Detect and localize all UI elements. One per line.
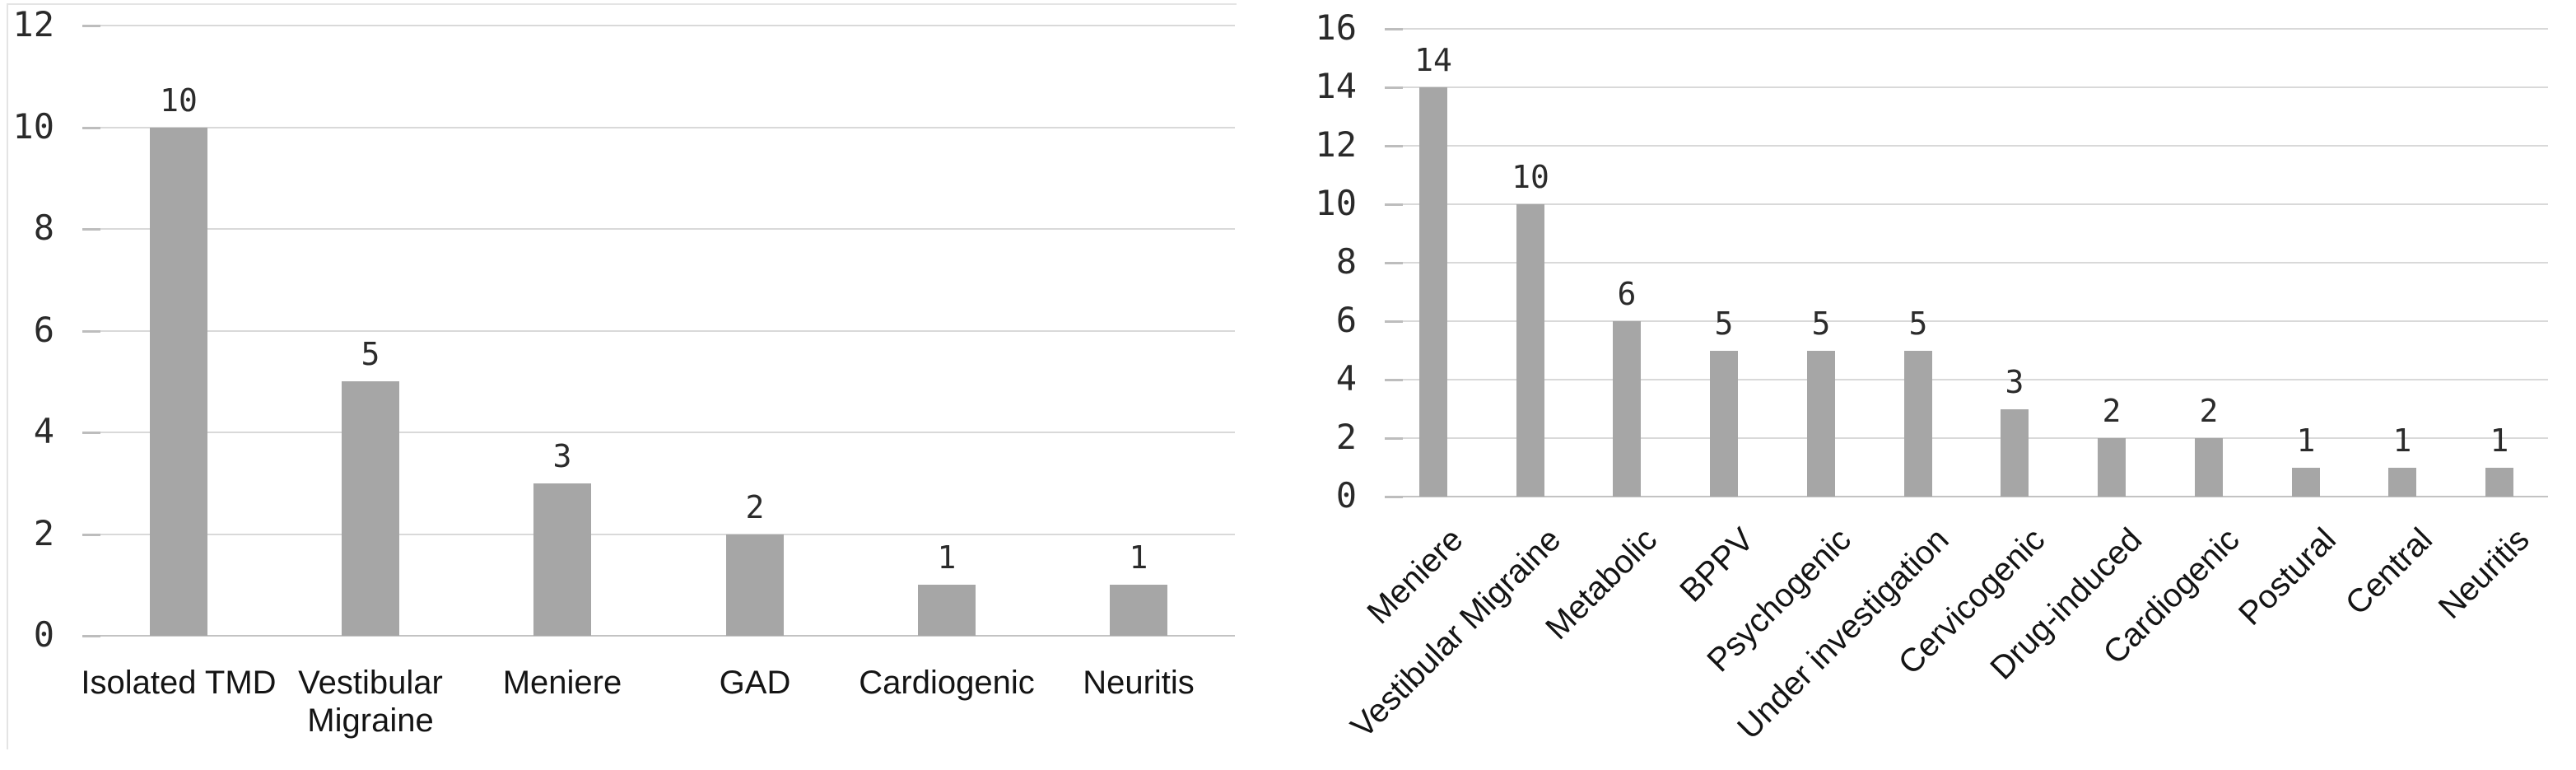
bar-value-label: 5 bbox=[1714, 306, 1734, 342]
gridline bbox=[1385, 437, 2548, 439]
x-axis-label: Postural bbox=[2232, 521, 2344, 632]
x-axis-label: BPPV bbox=[1673, 521, 1762, 609]
y-axis-tick bbox=[82, 432, 100, 434]
y-axis-tick-label: 2 bbox=[1335, 417, 1357, 457]
y-axis-tick bbox=[1385, 262, 1403, 264]
gridline bbox=[1385, 86, 2548, 88]
gridline bbox=[82, 533, 1235, 535]
y-axis-tick bbox=[1385, 203, 1403, 206]
bar-value-label: 1 bbox=[2296, 422, 2316, 459]
bar-value-label: 1 bbox=[937, 539, 957, 576]
bar-value-label: 1 bbox=[2490, 422, 2509, 459]
y-axis-tick-label: 8 bbox=[1335, 241, 1357, 282]
y-axis-tick-label: 14 bbox=[1315, 66, 1357, 106]
y-axis-tick bbox=[82, 126, 100, 129]
x-axis-label: Neuritis bbox=[2432, 521, 2537, 626]
gridline bbox=[1385, 28, 2548, 30]
right-bar-chart: 0 2 4 6 8 10 12 14 16 14 Meniere 10 Vestibular Migra… bbox=[1284, 0, 2576, 770]
bar-value-label: 5 bbox=[1811, 306, 1831, 342]
bar-value-label: 2 bbox=[745, 489, 765, 525]
y-axis-tick-label: 10 bbox=[1315, 183, 1357, 223]
y-axis-tick bbox=[1385, 496, 1403, 498]
gridline bbox=[82, 329, 1235, 332]
bar bbox=[2001, 408, 2029, 497]
x-axis-line bbox=[82, 635, 1235, 637]
x-axis-label: Vestibular Migraine bbox=[298, 665, 443, 739]
y-axis-tick bbox=[1385, 28, 1403, 30]
y-axis-tick-label: 4 bbox=[33, 411, 54, 451]
bar-value-label: 3 bbox=[2005, 364, 2024, 400]
bar bbox=[1516, 204, 1544, 497]
y-axis-tick bbox=[1385, 145, 1403, 147]
x-axis-label: Cardiogenic bbox=[859, 665, 1035, 701]
bar-value-label: 10 bbox=[1512, 159, 1549, 195]
y-axis-tick bbox=[1385, 86, 1403, 89]
y-axis-tick-label: 6 bbox=[1335, 300, 1357, 340]
bar bbox=[1904, 350, 1932, 497]
y-axis-tick-label: 0 bbox=[33, 614, 54, 655]
bar bbox=[1807, 350, 1835, 497]
gridline bbox=[1385, 379, 2548, 380]
figure-edge-line bbox=[7, 3, 1237, 5]
y-axis-tick bbox=[82, 25, 100, 27]
bar bbox=[2098, 438, 2126, 497]
y-axis-tick-label: 8 bbox=[33, 208, 54, 248]
y-axis-tick-label: 10 bbox=[12, 105, 54, 147]
y-axis-tick-label: 16 bbox=[1315, 7, 1357, 48]
y-axis-tick bbox=[1385, 379, 1403, 381]
gridline bbox=[82, 432, 1235, 433]
gridline bbox=[82, 126, 1235, 128]
bar-value-label: 5 bbox=[1908, 306, 1928, 342]
bar-value-label: 3 bbox=[552, 438, 572, 474]
bar bbox=[1613, 321, 1641, 497]
bar-value-label: 2 bbox=[2199, 393, 2219, 429]
bar-value-label: 2 bbox=[2102, 393, 2122, 429]
y-axis-tick bbox=[82, 533, 100, 536]
y-axis-tick-label: 2 bbox=[33, 512, 54, 553]
x-axis-label: Isolated TMD bbox=[81, 665, 277, 701]
x-axis-label: Meniere bbox=[502, 665, 622, 701]
gridline bbox=[82, 25, 1235, 26]
y-axis-tick-label: 4 bbox=[1335, 358, 1357, 399]
bar-value-label: 6 bbox=[1617, 276, 1637, 312]
y-axis-tick bbox=[82, 635, 100, 637]
x-axis-label: Neuritis bbox=[1083, 665, 1195, 701]
bar-value-label: 10 bbox=[160, 82, 198, 119]
bar bbox=[726, 534, 784, 636]
bar bbox=[1110, 585, 1167, 636]
bar bbox=[1710, 350, 1738, 497]
bar bbox=[342, 381, 399, 636]
bar bbox=[2388, 467, 2416, 497]
gridline bbox=[1385, 320, 2548, 322]
gridline bbox=[1385, 203, 2548, 205]
y-axis-tick bbox=[1385, 320, 1403, 323]
y-axis-tick-label: 6 bbox=[33, 309, 54, 350]
figure-edge-line bbox=[7, 3, 8, 749]
gridline bbox=[1385, 145, 2548, 147]
bar bbox=[2195, 438, 2223, 497]
bar-value-label: 14 bbox=[1414, 42, 1452, 78]
y-axis-tick bbox=[82, 329, 100, 333]
gridline bbox=[1385, 262, 2548, 264]
y-axis-tick bbox=[82, 228, 100, 231]
bar-value-label: 1 bbox=[1129, 539, 1148, 576]
bar-value-label: 5 bbox=[361, 336, 380, 372]
left-bar-chart: 0 2 4 6 8 10 12 10 Isolated TMD 5 Vestibular Migra… bbox=[0, 0, 1284, 770]
gridline bbox=[82, 228, 1235, 230]
bar bbox=[2292, 467, 2320, 497]
bar bbox=[2485, 467, 2513, 497]
x-axis-label: Central bbox=[2338, 521, 2440, 623]
bar bbox=[533, 483, 591, 636]
y-axis-tick bbox=[1385, 437, 1403, 440]
x-axis-line bbox=[1385, 496, 2548, 497]
y-axis-tick-label: 12 bbox=[12, 4, 54, 44]
y-axis-tick-label: 0 bbox=[1335, 475, 1357, 516]
bar-value-label: 1 bbox=[2392, 422, 2412, 459]
y-axis-tick-label: 12 bbox=[1315, 124, 1357, 165]
x-axis-label: GAD bbox=[719, 665, 791, 701]
bar bbox=[1419, 87, 1447, 497]
bar bbox=[150, 127, 207, 636]
bar bbox=[918, 585, 976, 636]
